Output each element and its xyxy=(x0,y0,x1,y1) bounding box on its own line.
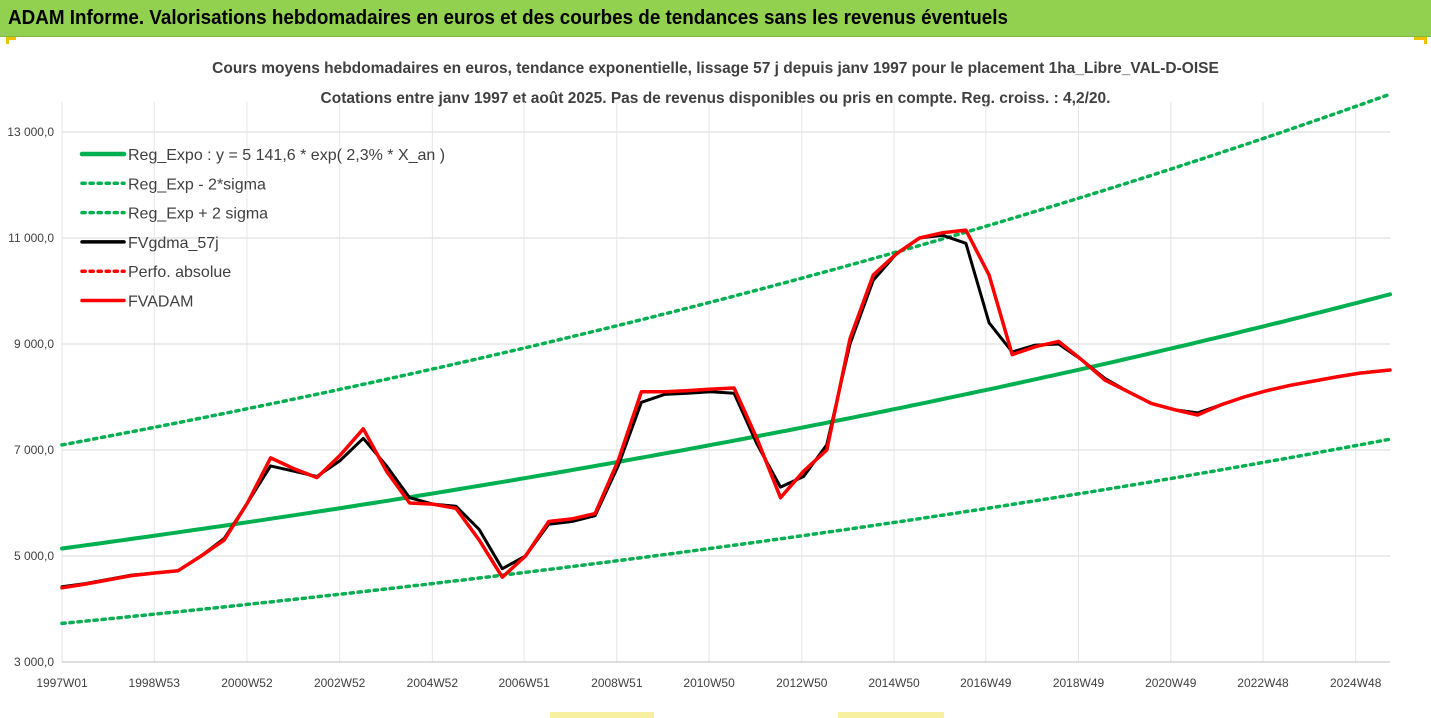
y-tick-label: 5 000,0 xyxy=(14,549,54,563)
series-line-3 xyxy=(60,233,1392,589)
corner-mark-right-bar xyxy=(1414,37,1427,40)
series-line-2 xyxy=(60,92,1392,447)
x-tick-label: 2008W51 xyxy=(591,676,643,690)
report-title: ADAM Informe. Valorisations hebdomadaire… xyxy=(8,7,1008,29)
x-tick-label: 2000W52 xyxy=(221,676,273,690)
legend-label: Reg_Expo : y = 5 141,6 * exp( 2,3% * X_a… xyxy=(128,147,445,164)
series-line-1 xyxy=(60,437,1392,626)
y-tick-label: 9 000,0 xyxy=(14,337,54,351)
x-tick-label: 2010W50 xyxy=(683,676,735,690)
corner-mark-left-bar xyxy=(6,37,16,40)
x-tick-label: 2004W52 xyxy=(407,676,459,690)
series-line-0 xyxy=(60,292,1392,551)
y-tick-label: 13 000,0 xyxy=(7,125,54,139)
chart-subtitle: Cotations entre janv 1997 et août 2025. … xyxy=(320,90,1111,107)
legend-label: Reg_Exp - 2*sigma xyxy=(128,176,266,193)
y-tick-label: 11 000,0 xyxy=(8,231,54,245)
x-tick-label: 1997W01 xyxy=(36,676,88,690)
x-tick-label: 2002W52 xyxy=(314,676,366,690)
corner-mark-left xyxy=(6,37,9,44)
x-tick-label: 2020W49 xyxy=(1145,676,1197,690)
chart-title: Cours moyens hebdomadaires en euros, ten… xyxy=(212,60,1219,77)
bottom-strip-right xyxy=(838,712,944,718)
legend-label: FVADAM xyxy=(128,294,193,311)
legend-label: FVgdma_57j xyxy=(128,235,219,252)
legend-label: Reg_Exp + 2 sigma xyxy=(128,206,268,223)
series-line-5 xyxy=(60,228,1392,590)
x-tick-label: 2022W48 xyxy=(1237,676,1289,690)
y-tick-label: 7 000,0 xyxy=(14,443,54,457)
x-tick-label: 2018W49 xyxy=(1053,676,1105,690)
legend-label: Perfo. absolue xyxy=(128,264,231,281)
x-tick-label: 2014W50 xyxy=(868,676,920,690)
y-tick-label: 3 000,0 xyxy=(14,655,54,669)
x-tick-label: 2024W48 xyxy=(1330,676,1382,690)
corner-mark-right xyxy=(1424,37,1427,44)
x-tick-label: 2012W50 xyxy=(776,676,828,690)
bottom-strip-left xyxy=(550,712,654,718)
x-tick-label: 1998W53 xyxy=(129,676,181,690)
x-tick-label: 2006W51 xyxy=(498,676,550,690)
report-banner: ADAM Informe. Valorisations hebdomadaire… xyxy=(0,0,1431,37)
x-tick-label: 2016W49 xyxy=(960,676,1012,690)
